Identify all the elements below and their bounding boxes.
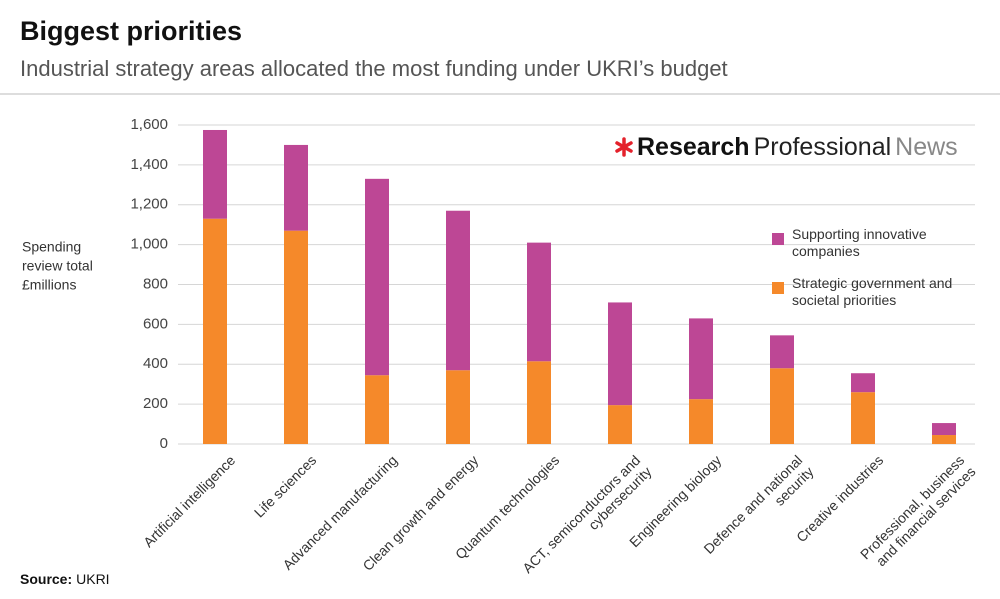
bar-segment: [608, 302, 632, 406]
source-label: Source:: [20, 571, 72, 587]
legend-label: Strategic government and societal priori…: [792, 275, 953, 308]
bar-segment: [851, 392, 875, 444]
source: Source: UKRI: [20, 571, 110, 587]
bar-segment: [770, 368, 794, 444]
logo-light: News: [895, 133, 958, 161]
legend-label: Supporting innovative companies: [792, 226, 927, 259]
bar-segment: [365, 375, 389, 444]
y-axis-label: Spending: [22, 239, 81, 255]
y-tick-label: 600: [143, 315, 168, 332]
y-tick-label: 1,400: [130, 156, 168, 173]
bar-segment: [932, 423, 956, 436]
bar-segment: [932, 435, 956, 444]
bar-segment: [284, 144, 308, 231]
logo: Research Professional News: [637, 133, 958, 161]
source-text: UKRI: [76, 571, 109, 587]
bar-segment: [203, 218, 227, 444]
bar-segment: [689, 399, 713, 444]
title: Biggest priorities: [20, 16, 242, 46]
y-tick-label: 800: [143, 275, 168, 292]
bar-segment: [365, 178, 389, 376]
bar-segment: [851, 373, 875, 393]
bar-segment: [527, 361, 551, 444]
y-tick-label: 1,600: [130, 116, 168, 133]
bar-segment: [203, 129, 227, 219]
legend-swatch: [772, 233, 784, 245]
bar-segment: [446, 370, 470, 444]
y-axis-label: review total: [22, 258, 93, 274]
y-tick-label: 0: [160, 435, 168, 452]
bar-segment: [284, 230, 308, 444]
y-tick-label: 400: [143, 355, 168, 372]
y-tick-label: 1,200: [130, 196, 168, 213]
y-axis-label: £millions: [22, 277, 76, 293]
bar-segment: [689, 318, 713, 400]
bar-segment: [527, 242, 551, 362]
y-tick-label: 1,000: [130, 236, 168, 253]
logo-regular: Professional: [754, 133, 892, 161]
legend-swatch: [772, 282, 784, 294]
logo-bold: Research: [637, 133, 750, 161]
bar-segment: [446, 210, 470, 371]
logo-mark: [615, 137, 633, 157]
bar-segment: [608, 405, 632, 444]
bar-segment: [770, 335, 794, 369]
y-tick-label: 200: [143, 395, 168, 412]
subtitle: Industrial strategy areas allocated the …: [20, 56, 728, 81]
